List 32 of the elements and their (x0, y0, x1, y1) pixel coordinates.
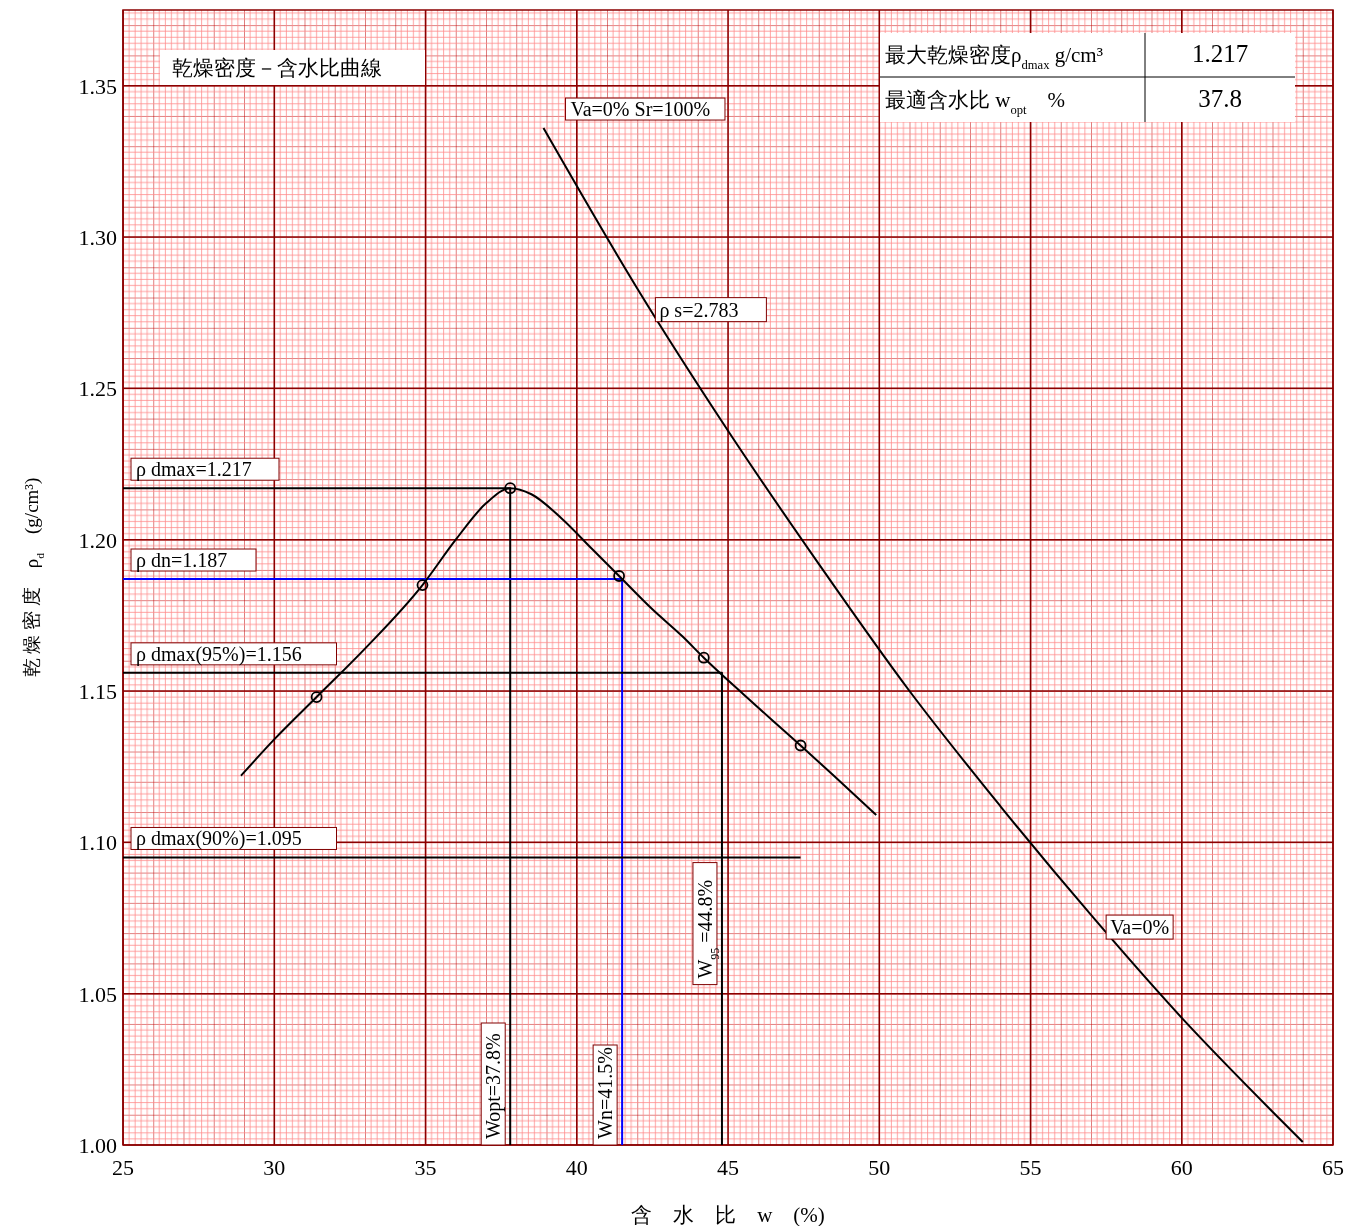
y-tick-label: 1.15 (78, 679, 117, 704)
series-label: ρ dmax=1.217 (136, 458, 252, 482)
x-tick-label: 45 (717, 1155, 739, 1180)
x-tick-label: 25 (112, 1155, 134, 1180)
x-tick-label: 55 (1019, 1155, 1042, 1180)
y-tick-label: 1.00 (78, 1133, 117, 1158)
y-tick-label: 1.25 (78, 376, 117, 402)
annotation: Wn=41.5% (594, 1047, 617, 1139)
annotation: 最大乾燥密度ρ$_{dmax}$ g/cm³ (885, 43, 1104, 72)
text: 乾燥密度－含水比曲線 (172, 56, 382, 80)
y-tick-label: 1.35 (78, 73, 117, 99)
annotation: 37.8 (1198, 85, 1242, 112)
x-axis-title: 含 水 比 w (%) (631, 1203, 825, 1226)
x-tick-label: 50 (868, 1155, 891, 1180)
y-tick-label: 1.20 (78, 527, 117, 553)
x-tick-label: 60 (1170, 1155, 1193, 1180)
x-tick-label: 35 (414, 1155, 437, 1180)
y-tick-label: 1.05 (78, 981, 117, 1007)
annotation: 1.217 (1191, 40, 1249, 67)
x-tick-label: 65 (1322, 1155, 1344, 1180)
y-tick-label: 1.10 (78, 830, 117, 856)
x-tick-label: 40 (565, 1155, 588, 1180)
annotation: ρ s=2.783 (659, 298, 739, 322)
series-label: Va=0% Sr=100% (570, 98, 711, 121)
series-label: ρ dmax(95%)=1.156 (136, 642, 302, 666)
text: 最適含水比 w$_{opt}$ % (885, 88, 1066, 117)
series-label: ρ dn=1.187 (136, 549, 228, 573)
y-tick-label: 1.30 (78, 225, 117, 250)
annotation: Wopt=37.8% (482, 1033, 506, 1139)
series-label: ρ dmax(90%)=1.095 (136, 827, 302, 851)
annotation: Va=0% (1110, 916, 1170, 939)
x-tick-label: 30 (263, 1155, 286, 1180)
